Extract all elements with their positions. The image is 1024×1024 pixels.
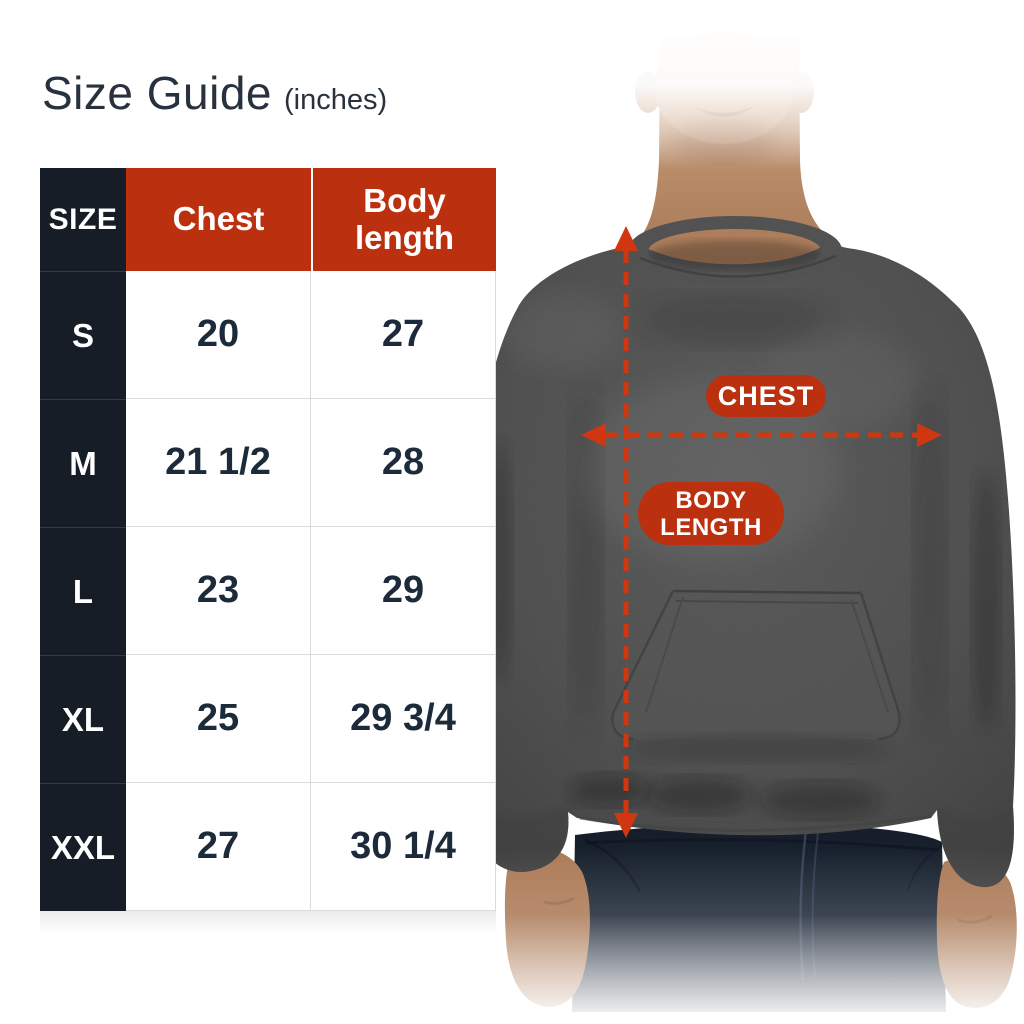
size-cell: S [40, 271, 126, 399]
arrow-down-icon [614, 813, 638, 838]
left-hand [504, 847, 590, 1007]
sweatshirt-graphic [463, 233, 1016, 888]
table-row: L 23 29 [40, 527, 496, 655]
size-guide-table: SIZE Chest Body length S 20 27 M 21 1/2 … [40, 168, 496, 911]
top-fade [540, 0, 940, 170]
header-size: SIZE [40, 168, 126, 271]
body-length-badge-line2: LENGTH [660, 513, 762, 541]
chest-badge-label: CHEST [717, 380, 815, 411]
neck-graphic [635, 32, 832, 265]
body-length-cell: 27 [311, 271, 496, 399]
table-shadow [40, 911, 496, 935]
chest-cell: 23 [126, 527, 311, 655]
collar [628, 216, 842, 284]
page-title: Size Guide (inches) [42, 66, 387, 120]
table-row: S 20 27 [40, 271, 496, 399]
chest-badge: CHEST [706, 375, 826, 417]
header-body-length: Body length [311, 168, 496, 271]
chest-cell: 27 [126, 783, 311, 911]
body-length-badge-line1: BODY [675, 486, 747, 514]
body-length-cell: 29 [311, 527, 496, 655]
table-row: M 21 1/2 28 [40, 399, 496, 527]
jeans-graphic [572, 823, 946, 1012]
size-cell: XL [40, 655, 126, 783]
size-cell: M [40, 399, 126, 527]
title-text: Size Guide [42, 67, 273, 119]
arrow-right-icon [917, 423, 942, 447]
body-length-cell: 30 1/4 [311, 783, 496, 911]
chest-cell: 25 [126, 655, 311, 783]
chest-cell: 20 [126, 271, 311, 399]
body-length-cell: 28 [311, 399, 496, 527]
size-cell: L [40, 527, 126, 655]
chest-arrow [581, 423, 942, 447]
body-length-cell: 29 3/4 [311, 655, 496, 783]
table-row: XL 25 29 3/4 [40, 655, 496, 783]
header-chest: Chest [126, 168, 311, 271]
table-row: XXL 27 30 1/4 [40, 783, 496, 911]
arrow-up-icon [614, 226, 638, 251]
kangaroo-pocket [611, 589, 901, 762]
body-length-arrow [614, 226, 638, 838]
table-header-row: SIZE Chest Body length [40, 168, 496, 271]
arrow-left-icon [581, 423, 606, 447]
chest-cell: 21 1/2 [126, 399, 311, 527]
title-unit-text: (inches) [284, 84, 388, 116]
right-hand [936, 857, 1017, 1008]
size-cell: XXL [40, 783, 126, 911]
body-length-badge: BODY LENGTH [638, 482, 784, 545]
